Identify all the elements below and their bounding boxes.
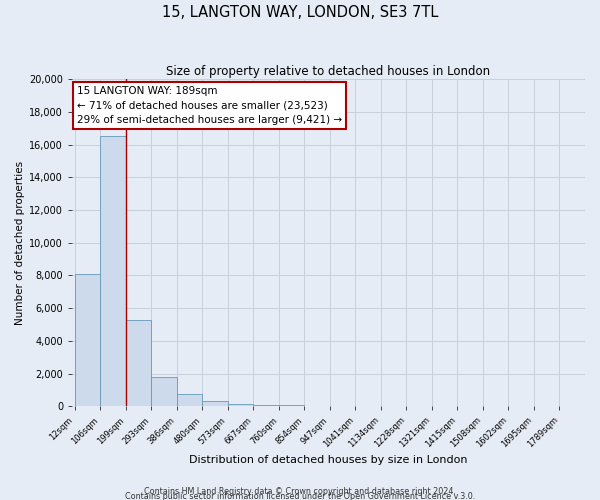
Text: Contains public sector information licensed under the Open Government Licence v.: Contains public sector information licen… bbox=[125, 492, 475, 500]
Title: Size of property relative to detached houses in London: Size of property relative to detached ho… bbox=[166, 65, 491, 78]
Bar bbox=[125, 320, 151, 406]
Bar bbox=[74, 274, 100, 406]
X-axis label: Distribution of detached houses by size in London: Distribution of detached houses by size … bbox=[189, 455, 468, 465]
Bar bbox=[176, 394, 202, 406]
Text: 15 LANGTON WAY: 189sqm
← 71% of detached houses are smaller (23,523)
29% of semi: 15 LANGTON WAY: 189sqm ← 71% of detached… bbox=[77, 86, 343, 126]
Bar bbox=[253, 405, 279, 406]
Bar bbox=[228, 404, 253, 406]
Y-axis label: Number of detached properties: Number of detached properties bbox=[15, 160, 25, 325]
Bar bbox=[151, 376, 176, 406]
Text: 15, LANGTON WAY, LONDON, SE3 7TL: 15, LANGTON WAY, LONDON, SE3 7TL bbox=[162, 5, 438, 20]
Text: Contains HM Land Registry data © Crown copyright and database right 2024.: Contains HM Land Registry data © Crown c… bbox=[144, 486, 456, 496]
Bar bbox=[202, 402, 228, 406]
Bar bbox=[100, 136, 125, 406]
